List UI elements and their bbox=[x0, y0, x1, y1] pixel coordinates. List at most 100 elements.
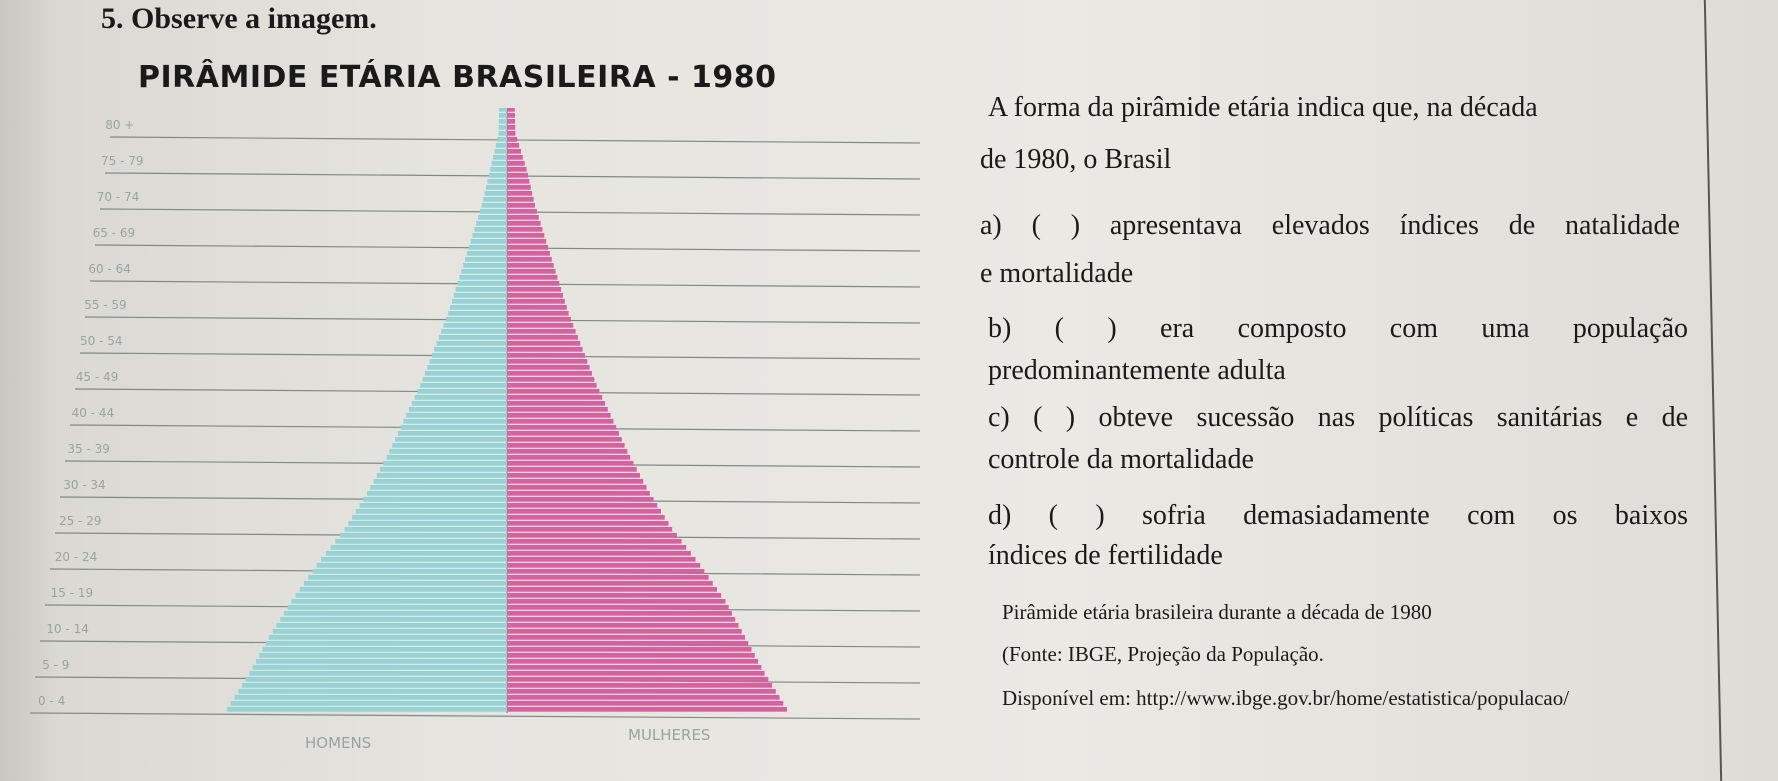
tick-label-age: 80 + bbox=[105, 118, 134, 132]
chart-legend: HOMENS MULHERES bbox=[305, 726, 710, 748]
bar-women-80+ bbox=[507, 113, 515, 118]
bar-men-80+ bbox=[499, 113, 507, 118]
option-c-line-2: controle da mortalidade bbox=[988, 444, 1254, 475]
bar-women-10-14 bbox=[507, 611, 732, 616]
source-line-2: (Fonte: IBGE, Projeção da População. bbox=[1002, 642, 1324, 666]
bar-men-15-19 bbox=[299, 587, 507, 592]
option-d-line-1: d) ( ) sofria demasiadamente com os baix… bbox=[988, 500, 1688, 531]
bar-men-80+ bbox=[498, 119, 507, 124]
bar-men-20-24 bbox=[335, 539, 507, 544]
bar-men-50-54 bbox=[445, 317, 507, 322]
bar-men-25-29 bbox=[344, 527, 507, 532]
bar-women-15-19 bbox=[507, 587, 717, 592]
bar-women-35-39 bbox=[507, 455, 631, 460]
bar-men-45-49 bbox=[422, 377, 507, 382]
bar-women-65-69 bbox=[507, 209, 537, 214]
bar-women-15-19 bbox=[507, 569, 705, 574]
bar-men-5-9 bbox=[262, 647, 507, 652]
bar-men-50-54 bbox=[441, 329, 507, 334]
bar-women-60-64 bbox=[507, 275, 558, 280]
tick-label-age: 75 - 79 bbox=[101, 154, 144, 168]
bar-women-20-24 bbox=[507, 551, 691, 556]
bar-women-35-39 bbox=[507, 443, 625, 448]
bar-men-0-4 bbox=[230, 701, 507, 706]
bar-men-65-69 bbox=[476, 221, 507, 226]
bar-women-75-79 bbox=[507, 143, 520, 148]
bar-women-45-49 bbox=[507, 371, 592, 376]
bar-men-15-19 bbox=[304, 581, 507, 586]
option-b-line-2: predominantemente adulta bbox=[988, 355, 1286, 386]
tick-label-age: 45 - 49 bbox=[76, 370, 119, 384]
bar-women-20-24 bbox=[507, 545, 687, 550]
bar-women-5-9 bbox=[507, 659, 759, 664]
page-shadow bbox=[0, 0, 60, 781]
bar-men-55-59 bbox=[453, 293, 507, 298]
bar-women-55-59 bbox=[507, 281, 560, 286]
bar-women-30-34 bbox=[507, 485, 647, 490]
bar-men-40-44 bbox=[417, 389, 507, 394]
bar-women-15-19 bbox=[507, 581, 713, 586]
bar-men-70-74 bbox=[487, 179, 507, 184]
bar-women-5-9 bbox=[507, 653, 755, 658]
bar-men-5-9 bbox=[252, 665, 507, 670]
bar-women-10-14 bbox=[507, 629, 742, 634]
bar-women-80+ bbox=[507, 119, 516, 124]
bar-women-60-64 bbox=[507, 245, 549, 250]
bar-women-50-54 bbox=[507, 335, 578, 340]
bar-women-60-64 bbox=[507, 263, 554, 268]
bar-women-75-79 bbox=[507, 155, 523, 160]
population-pyramid-chart: 0 - 4 5 - 9 10 - 14 15 - 19 20 - 24 25 - 29 30… bbox=[29, 108, 921, 748]
bar-women-50-54 bbox=[507, 317, 571, 322]
bar-women-40-44 bbox=[507, 395, 603, 400]
bar-men-55-59 bbox=[457, 281, 507, 286]
bar-men-40-44 bbox=[414, 395, 507, 400]
bar-women-40-44 bbox=[507, 389, 600, 394]
bar-men-20-24 bbox=[330, 545, 507, 550]
bar-women-30-34 bbox=[507, 479, 644, 484]
bar-women-70-74 bbox=[507, 197, 534, 202]
bar-women-55-59 bbox=[507, 299, 565, 304]
tick-label-age: 60 - 64 bbox=[88, 262, 130, 276]
bar-women-0-4 bbox=[507, 707, 787, 712]
bar-women-55-59 bbox=[507, 311, 569, 316]
bar-men-55-59 bbox=[448, 311, 507, 316]
bar-women-10-14 bbox=[507, 635, 745, 640]
bar-men-10-14 bbox=[269, 635, 507, 640]
bar-women-45-49 bbox=[507, 365, 590, 370]
bar-men-10-14 bbox=[287, 605, 507, 610]
bar-women-55-59 bbox=[507, 305, 567, 310]
chart-bars bbox=[227, 108, 787, 712]
tick-label-age: 40 - 44 bbox=[72, 406, 115, 420]
bar-men-65-69 bbox=[474, 227, 507, 232]
bar-men-60-64 bbox=[459, 275, 507, 280]
bar-women-0-4 bbox=[507, 695, 780, 700]
bar-women-60-64 bbox=[507, 269, 556, 274]
bar-men-0-4 bbox=[234, 695, 507, 700]
bar-men-25-29 bbox=[352, 515, 507, 520]
bar-women-40-44 bbox=[507, 413, 611, 418]
statement-intro-line-2: de 1980, o Brasil bbox=[980, 144, 1172, 175]
bar-men-60-64 bbox=[466, 251, 507, 256]
bar-men-5-9 bbox=[255, 659, 507, 664]
bar-men-45-49 bbox=[431, 353, 507, 358]
bar-men-50-54 bbox=[436, 341, 507, 346]
bar-men-70-74 bbox=[481, 203, 507, 208]
tick-label-age: 35 - 39 bbox=[67, 442, 110, 456]
bar-women-70-74 bbox=[507, 179, 530, 184]
tick-label-age: 10 - 14 bbox=[46, 622, 89, 636]
bar-women-25-29 bbox=[507, 509, 661, 514]
bar-men-5-9 bbox=[265, 641, 507, 646]
bar-men-40-44 bbox=[406, 413, 507, 418]
bar-men-15-19 bbox=[312, 569, 507, 574]
bar-women-25-29 bbox=[507, 515, 665, 520]
bar-women-30-34 bbox=[507, 467, 637, 472]
bar-women-50-54 bbox=[507, 329, 576, 334]
tick-label-age: 70 - 74 bbox=[97, 190, 140, 204]
legend-men-label: HOMENS bbox=[305, 734, 371, 748]
bar-women-80+ bbox=[507, 131, 516, 136]
bar-women-55-59 bbox=[507, 293, 563, 298]
bar-women-40-44 bbox=[507, 401, 605, 406]
bar-men-70-74 bbox=[483, 197, 507, 202]
option-b-line-1: b) ( ) era composto com uma população bbox=[988, 313, 1688, 344]
chart-title: PIRÂMIDE ETÁRIA BRASILEIRA - 1980 bbox=[138, 60, 777, 95]
